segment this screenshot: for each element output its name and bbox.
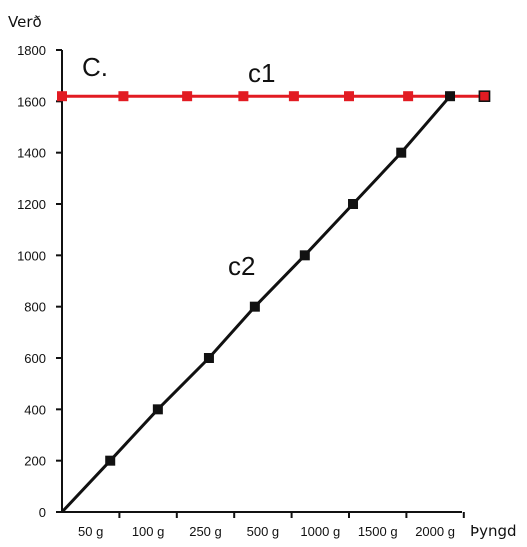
y-tick-label: 200 [24,454,46,469]
x-tick-label: 50 g [78,524,103,539]
data-point [249,301,260,312]
data-point [105,455,116,466]
data-point [182,91,193,102]
x-tick-label: 1500 g [358,524,398,539]
data-point [118,91,129,102]
y-tick-label: 1400 [17,146,46,161]
data-point [344,91,354,102]
data-point [152,404,163,415]
y-tick-label: 1800 [17,43,46,58]
data-point [396,147,407,158]
y-tick-label: 600 [24,351,46,366]
data-point [288,91,299,102]
data-point [348,199,359,209]
x-tick-label: 100 g [132,524,165,539]
y-tick-label: 400 [24,402,46,417]
data-point [299,250,310,261]
panel-label: C. [82,52,108,82]
series-layer [57,90,491,514]
x-axis-title: Þyngd [470,522,517,540]
y-axis-title: Verð [8,13,42,31]
data-point [203,353,214,363]
x-ticks: 50 g 100 g 250 g 500 g 1000 g 1500 g 2000 g [78,512,465,539]
y-tick-label: 1000 [17,248,46,263]
series-c2 [60,91,456,514]
data-point [445,91,456,102]
y-tick-label: 800 [24,300,46,315]
data-point [403,91,414,102]
y-tick-label: 0 [39,505,46,520]
x-tick-label: 500 g [247,524,280,539]
axes [61,50,462,513]
series-label-c1: c1 [248,58,275,88]
series-c1 [57,90,491,102]
data-point [57,91,67,102]
x-tick-label: 1000 g [300,524,340,539]
x-tick-label: 250 g [189,524,222,539]
y-ticks: 0 200 400 600 800 1000 1200 1400 1600 1800 [17,43,62,520]
y-tick-label: 1200 [17,197,46,212]
y-tick-label: 1600 [17,94,46,109]
data-point [478,90,491,102]
x-tick-label: 2000 g [415,524,455,539]
data-point [238,91,249,102]
series-label-c2: c2 [228,251,255,281]
